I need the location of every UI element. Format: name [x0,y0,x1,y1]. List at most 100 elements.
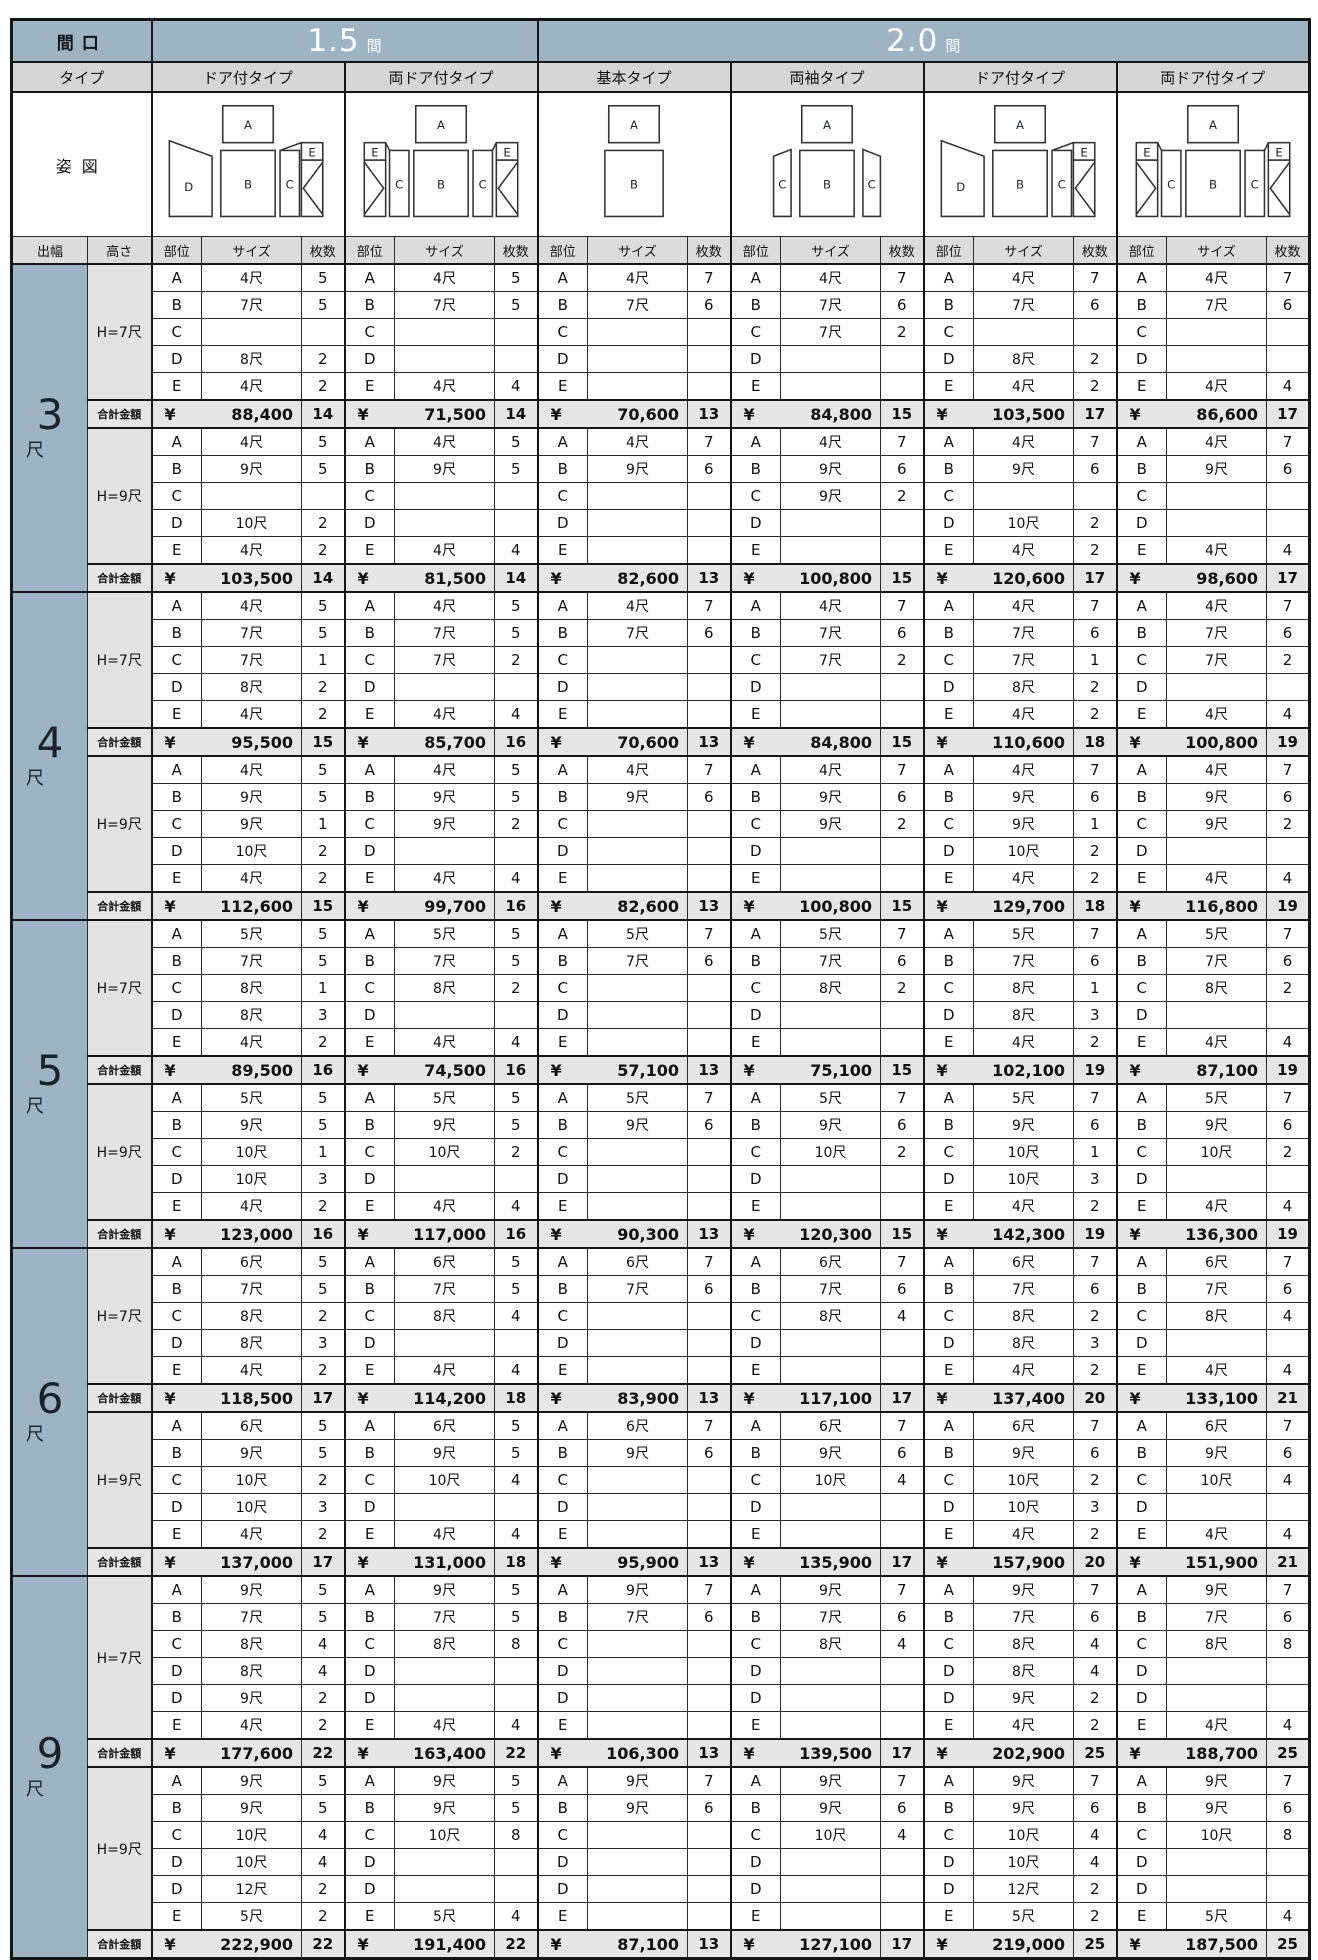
part-cell: E [1115,864,1167,893]
qty-cell: 7 [1073,1575,1117,1604]
total-amount-value: 117,000 [413,1224,486,1244]
qty-cell: 6 [687,947,731,975]
size-cell [1166,345,1267,373]
part-cell: B [729,455,781,483]
part-cell: A [922,1083,974,1112]
part-cell: B [536,783,588,811]
size-cell: 8尺 [201,1302,302,1330]
qty-cell [880,1329,924,1357]
qty-cell [687,509,731,537]
part-cell: E [150,1711,202,1740]
part-cell: E [729,1192,781,1221]
total-qty-cell: 22 [301,1738,345,1768]
part-cell: E [1115,536,1167,565]
qty-cell: 2 [301,1302,345,1330]
size-cell: 5尺 [201,919,302,948]
qty-column-header: 枚数 [494,236,538,265]
total-amount-value: 187,500 [1185,1934,1258,1954]
part-cell: A [536,427,588,456]
total-qty-cell: 13 [687,1738,731,1768]
total-amount-value: 177,600 [220,1743,293,1763]
qty-cell [494,837,538,865]
size-cell: 4尺 [1166,536,1267,565]
size-cell: 6尺 [780,1247,881,1276]
total-label-cell: 合計金額 [87,1383,152,1413]
total-amount-cell: ¥106,300 [536,1738,688,1768]
qty-cell: 2 [880,810,924,838]
size-cell: 7尺 [780,1603,881,1631]
size-cell [1166,673,1267,701]
total-amount-cell: ¥90,300 [536,1219,688,1249]
total-amount: ¥89,500 [154,1061,301,1080]
part-cell: C [729,974,781,1002]
qty-cell: 2 [880,646,924,674]
total-qty-cell: 15 [880,891,924,921]
qty-cell [301,318,345,346]
part-data-row: E 4尺 2 E 4尺 4 E E E 4尺 2 E 4尺 4 [12,1192,1310,1221]
size-cell: 8尺 [201,1630,302,1658]
part-cell: D [343,1848,395,1876]
size-cell: 4尺 [973,1520,1074,1549]
size-cell [587,646,688,674]
part-column-header: 部位 [1115,236,1167,265]
qty-cell: 4 [494,864,538,893]
total-amount: ¥98,600 [1119,568,1266,588]
part-data-row: B 9尺 5 B 9尺 5 B 9尺 6 B 9尺 6 B 9尺 6 B 9尺 6 [12,1794,1310,1822]
qty-cell [880,673,924,701]
part-cell: E [536,1356,588,1385]
part-cell: C [536,974,588,1002]
size-cell: 7尺 [780,619,881,647]
qty-cell: 4 [1073,1657,1117,1685]
total-amount: ¥123,000 [154,1225,301,1244]
currency-symbol: ¥ [357,1060,369,1080]
total-amount-value: 75,100 [810,1060,872,1080]
size-cell [587,1821,688,1849]
qty-cell: 7 [880,1766,924,1795]
size-cell: 8尺 [780,1630,881,1658]
size-cell [587,700,688,729]
part-cell: B [922,291,974,319]
qty-cell: 6 [687,1275,731,1303]
qty-cell: 5 [494,1275,538,1303]
currency-symbol: ¥ [1129,568,1141,588]
size-cell: 5尺 [587,919,688,948]
qty-cell: 2 [494,810,538,838]
qty-cell [687,1520,731,1549]
size-cell [780,1902,881,1931]
qty-cell: 3 [1073,1001,1117,1029]
part-cell: D [536,1684,588,1712]
total-amount-value: 139,500 [799,1743,872,1763]
part-cell: D [343,673,395,701]
size-cell: 9尺 [780,482,881,510]
diagram-door-type-1: A D B C E [150,91,345,237]
total-amount-cell: ¥82,600 [536,891,688,921]
qty-cell: 2 [1266,974,1310,1002]
totals-row: 合計金額 ¥137,000 17 ¥131,000 18 ¥95,900 13 ¥135,90… [12,1547,1310,1577]
size-cell: 9尺 [973,1684,1074,1712]
type-name-door-1-5: ドア付タイプ [150,61,345,93]
part-cell: D [922,837,974,865]
total-qty-cell: 16 [494,727,538,757]
size-cell: 7尺 [394,1603,495,1631]
qty-cell [687,974,731,1002]
currency-symbol: ¥ [164,1388,176,1408]
size-cell: 7尺 [780,1275,881,1303]
total-amount-value: 202,900 [992,1743,1065,1763]
part-cell: D [922,1001,974,1029]
qty-cell: 4 [1073,1821,1117,1849]
total-amount: ¥90,300 [540,1225,687,1244]
qty-cell [880,700,924,729]
qty-cell [687,837,731,865]
qty-cell: 2 [1073,1711,1117,1740]
total-amount-cell: ¥202,900 [922,1738,1074,1768]
part-cell: E [343,1520,395,1549]
size-cell: 4尺 [201,372,302,401]
size-cell: 4尺 [394,1192,495,1221]
part-cell: E [536,700,588,729]
part-data-row: C C C C 7尺 2 C C [12,318,1310,346]
part-cell: C [150,1302,202,1330]
size-cell: 8尺 [201,1001,302,1029]
qty-cell: 1 [301,1138,345,1166]
size-cell [780,1165,881,1193]
total-amount: ¥99,700 [347,897,494,916]
